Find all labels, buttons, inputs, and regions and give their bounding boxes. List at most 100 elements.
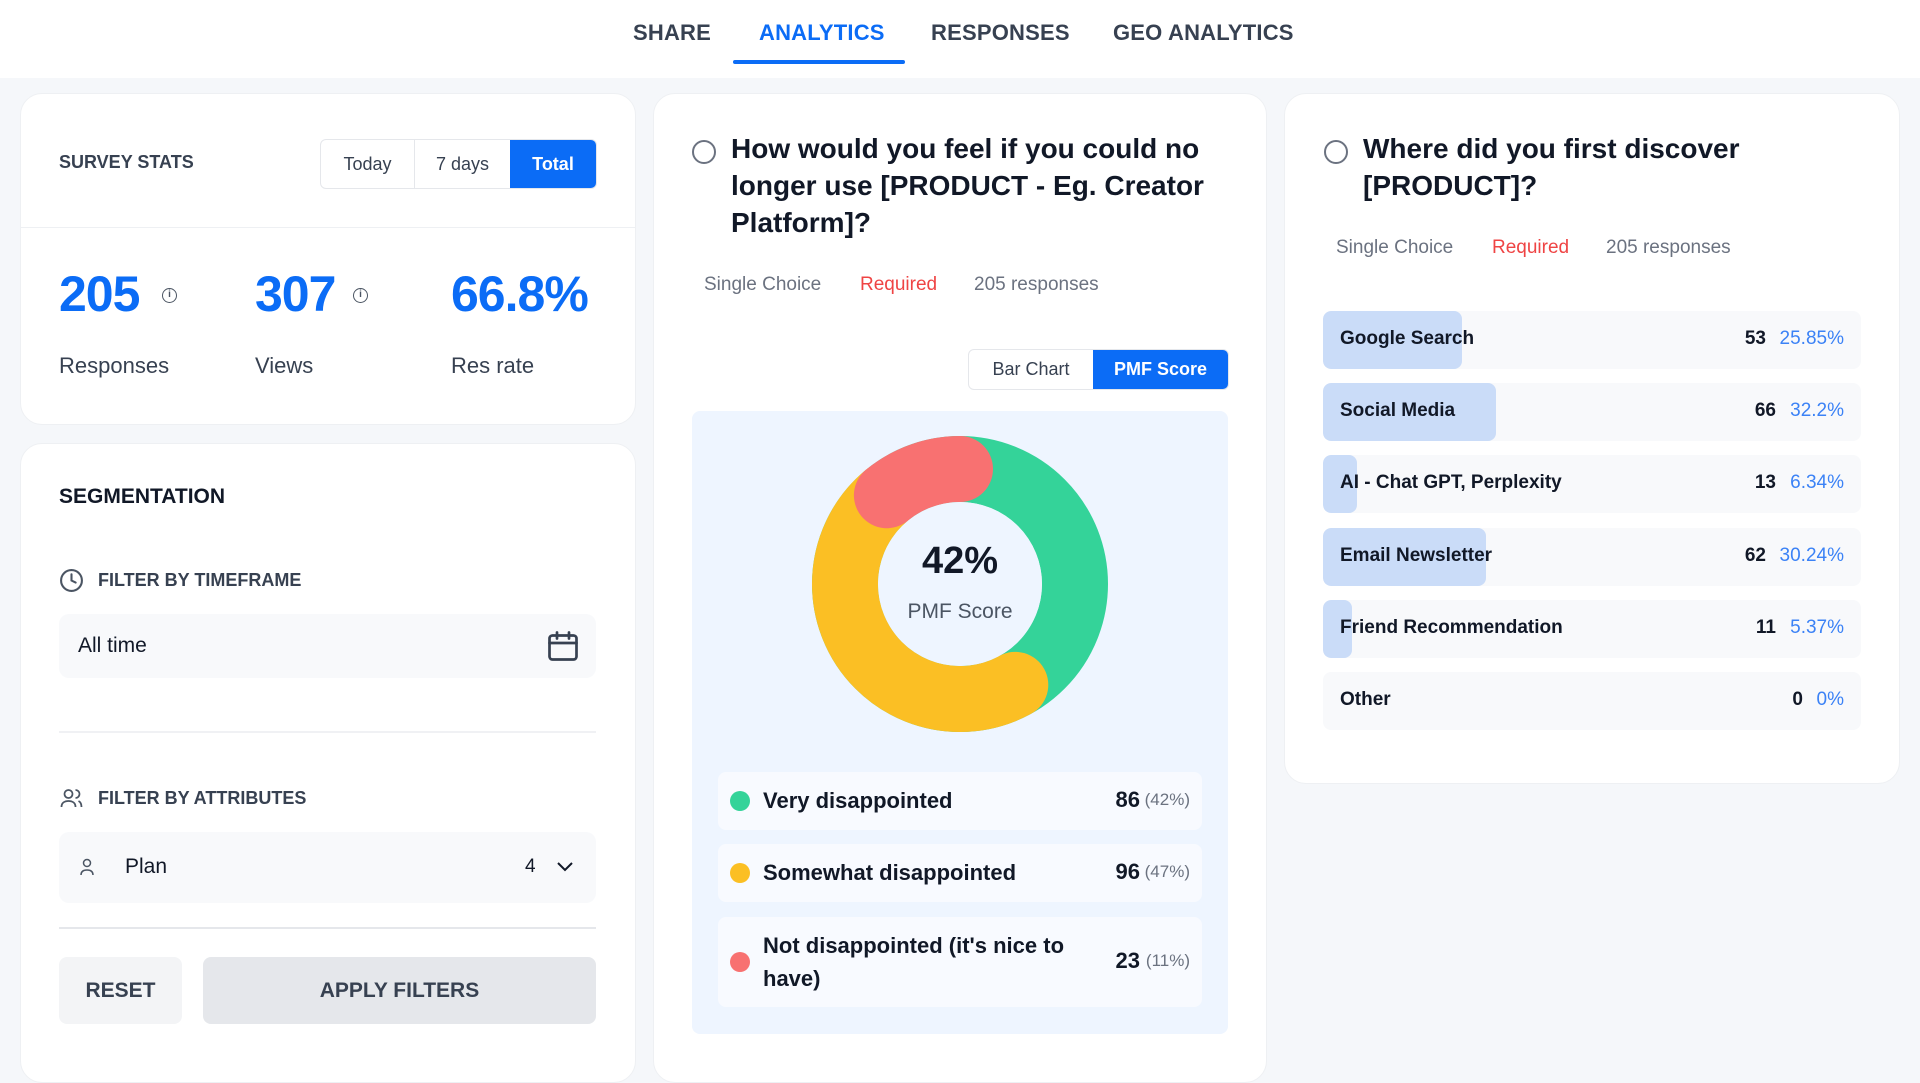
calendar-icon[interactable] [545,627,581,665]
tab-geo-analytics[interactable]: GEO ANALYTICS [1113,20,1294,45]
pmf-question: How would you feel if you could no longe… [731,133,1204,238]
response-rate: 66.8% [451,266,589,322]
legend-pct: (47%) [1144,862,1190,881]
option-pct: 0% [1816,689,1844,710]
radio-icon [1324,140,1348,164]
option-row: Social Media 66 32.2% [1323,383,1861,441]
legend-dot [730,863,750,883]
option-bar [1323,600,1352,658]
legend-dot [730,952,750,972]
bar-chart-button[interactable]: Bar Chart [992,359,1070,379]
option-bar [1323,383,1497,441]
tab-analytics[interactable]: ANALYTICS [759,20,885,45]
attribute-name: Plan [125,855,168,878]
legend-row-not-disappointed: Not disappointed (it's nice to have) 23 … [718,917,1202,1007]
tab-responses[interactable]: RESPONSES [931,20,1070,45]
option-row: Other 0 0% [1323,672,1861,730]
reset-button[interactable]: RESET [59,957,182,1024]
pmf-question-type: Single Choice [704,274,822,295]
option-count: 0 [1792,689,1803,710]
legend-row-very-disappointed: Very disappointed 86 (42%) [718,772,1202,830]
range-toggle: Today 7 days Total [320,139,597,189]
legend-label: Very disappointed [763,788,953,813]
users-icon [60,789,83,808]
donut-segment-somewhat [812,436,1108,732]
divider [59,927,596,929]
option-label: Google Search [1340,328,1475,349]
discover-question-type: Single Choice [1336,237,1454,258]
divider [59,731,596,733]
tab-share[interactable]: SHARE [633,20,712,45]
option-pct: 6.34% [1790,472,1844,493]
option-row: Email Newsletter 62 30.24% [1323,528,1861,586]
option-label: Other [1340,689,1391,710]
legend-label: Somewhat disappointed [763,860,1017,885]
option-label: Email Newsletter [1340,545,1493,566]
option-row: Friend Recommendation 11 5.37% [1323,600,1861,658]
legend-count: 86 [1115,787,1140,812]
range-7-days[interactable]: 7 days [435,153,490,174]
option-pct: 25.85% [1779,328,1844,349]
info-icon[interactable]: i [353,288,368,303]
timeframe-picker[interactable]: All time [59,614,596,678]
option-bar [1323,311,1463,369]
pmf-score-label: PMF Score [907,600,1013,623]
required-badge: Required [1492,237,1570,258]
response-count: 205 responses [974,274,1099,295]
responses-label: Responses [59,353,170,378]
option-count: 13 [1754,472,1776,493]
user-icon [80,858,94,876]
option-label: AI - Chat GPT, Perplexity [1340,472,1562,493]
range-today[interactable]: Today [321,140,415,188]
attribute-count: 4 [525,856,536,877]
legend-row-somewhat-disappointed: Somewhat disappointed 96 (47%) [718,844,1202,902]
info-icon[interactable]: i [162,288,177,303]
option-count: 53 [1744,328,1766,349]
filter-attributes-label: FILTER BY ATTRIBUTES [98,788,307,808]
filter-timeframe-label: FILTER BY TIMEFRAME [98,570,302,590]
legend-label: Not disappointed (it's nice to have) [763,933,1065,991]
donut-hole [878,502,1042,666]
radio-icon [692,140,716,164]
option-pct: 5.37% [1790,617,1844,638]
option-count: 62 [1744,545,1766,566]
option-label: Social Media [1340,400,1456,421]
legend-pct: (11%) [1145,951,1190,970]
pmf-donut-chart [812,436,1108,732]
range-total[interactable]: Total [510,140,596,188]
legend-count: 23 [1115,948,1140,973]
discover-question: Where did you first discover [PRODUCT]? [1363,133,1740,201]
attribute-plan-row[interactable]: Plan 4 [59,832,596,903]
option-bar [1323,455,1358,513]
option-bar [1323,528,1486,586]
views-count: 307 [255,266,336,322]
pmf-score-value: 42% [921,540,999,582]
required-badge: Required [860,274,938,295]
views-label: Views [255,353,314,378]
divider [20,227,636,228]
option-pct: 32.2% [1790,400,1844,421]
response-count: 205 responses [1606,237,1731,258]
timeframe-value: All time [78,634,147,657]
chevron-down-icon[interactable] [556,860,574,874]
option-count: 11 [1755,617,1776,638]
survey-stats-title: SURVEY STATS [59,152,194,172]
chart-view-toggle: Bar Chart PMF Score [968,349,1229,390]
legend-count: 96 [1115,859,1140,884]
active-tab-indicator [733,60,905,64]
option-label: Friend Recommendation [1340,617,1563,638]
top-nav: SHARE ANALYTICS RESPONSES GEO ANALYTICS [0,0,1920,78]
responses-count: 205 [59,266,140,322]
donut-segment-not [812,436,1108,732]
legend-dot [730,791,750,811]
apply-filters-button[interactable]: APPLY FILTERS [203,957,596,1024]
response-rate-label: Res rate [451,353,535,378]
segmentation-title: SEGMENTATION [59,485,226,508]
option-pct: 30.24% [1779,545,1844,566]
clock-icon [60,569,83,592]
option-row: AI - Chat GPT, Perplexity 13 6.34% [1323,455,1861,513]
pmf-score-button[interactable]: PMF Score [1093,350,1228,389]
option-count: 66 [1754,400,1776,421]
legend-pct: (42%) [1144,790,1190,809]
option-row: Google Search 53 25.85% [1323,311,1861,369]
